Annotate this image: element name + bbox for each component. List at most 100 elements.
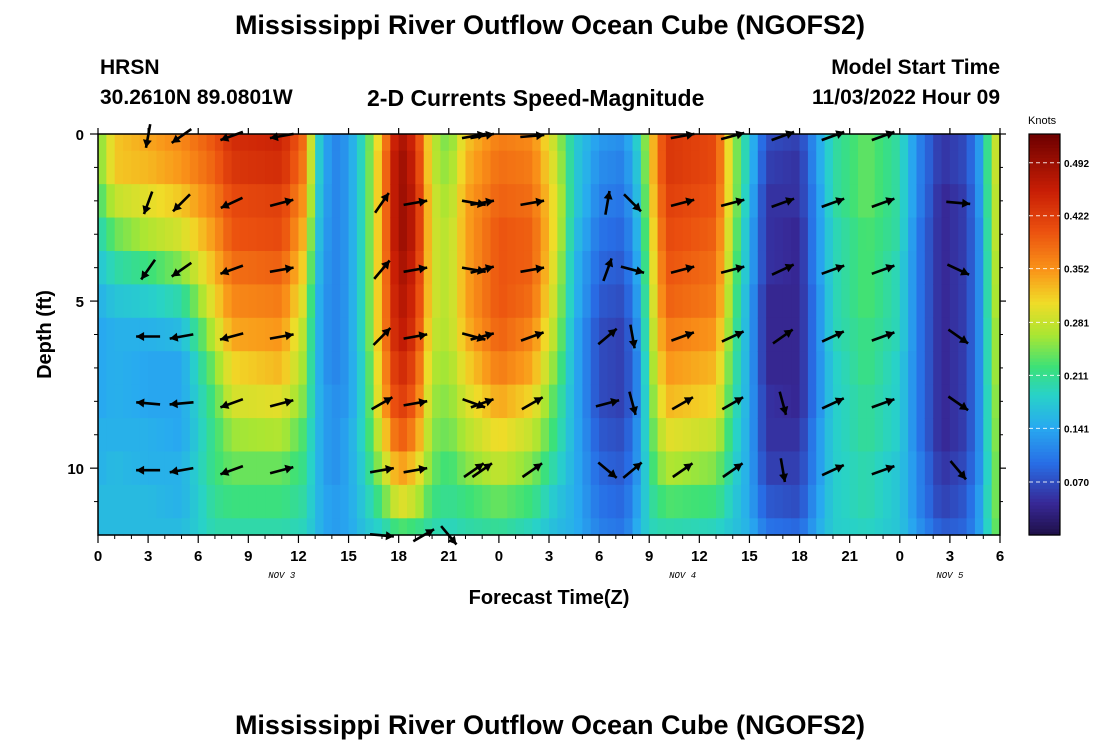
heatmap-cell — [290, 317, 300, 352]
heatmap-cell — [674, 134, 684, 152]
heatmap-cell — [306, 184, 316, 219]
heatmap-cell — [198, 418, 208, 453]
heatmap-cell — [599, 250, 609, 285]
current-vector-arrow — [219, 130, 244, 142]
heatmap-cell — [148, 451, 158, 486]
heatmap-cell — [365, 134, 375, 152]
arrow-head — [685, 130, 695, 140]
heatmap-cell — [381, 518, 391, 536]
heatmap-cell — [991, 484, 1001, 519]
arrow-head — [220, 133, 230, 142]
heatmap-cell — [841, 384, 851, 419]
heatmap-cell — [331, 518, 341, 536]
heatmap-cell — [749, 134, 759, 152]
heatmap-cell — [933, 217, 943, 252]
current-vector-arrow — [871, 130, 895, 142]
heatmap-cell — [941, 217, 951, 252]
heatmap-cell — [983, 518, 993, 536]
heatmap-cell — [198, 150, 208, 185]
heatmap-cell — [933, 451, 943, 486]
heatmap-cell — [590, 418, 600, 453]
heatmap-cell — [908, 384, 918, 419]
arrow-head — [136, 398, 145, 408]
heatmap-cell — [574, 317, 584, 352]
heatmap-cell — [323, 351, 333, 386]
colorbar-segment — [1029, 337, 1060, 342]
heatmap-cell — [665, 184, 675, 219]
heatmap-cell — [348, 317, 358, 352]
heatmap-cell — [858, 484, 867, 519]
colorbar-segment — [1029, 267, 1060, 272]
heatmap-cell — [432, 317, 442, 352]
colorbar-segment — [1029, 260, 1060, 265]
heatmap-cell — [924, 250, 934, 285]
heatmap-cell — [741, 134, 751, 152]
arrow-head — [835, 130, 845, 139]
heatmap-cell — [933, 284, 943, 319]
heatmap-cell — [549, 150, 558, 185]
heatmap-cell — [273, 451, 283, 486]
heatmap-cell — [189, 518, 199, 536]
heatmap-cell — [164, 150, 174, 185]
heatmap-cell — [106, 250, 116, 285]
heatmap-cell — [131, 351, 141, 386]
heatmap-cell — [290, 284, 300, 319]
current-vector-arrow — [403, 197, 428, 207]
heatmap-cell — [348, 418, 358, 453]
heatmap-cell — [398, 351, 408, 386]
heatmap-cell — [156, 518, 166, 536]
colorbar-segment — [1029, 281, 1060, 285]
heatmap-cell — [682, 518, 692, 536]
heatmap-cell — [707, 317, 717, 352]
heatmap-cell — [473, 418, 483, 453]
heatmap-cell — [98, 217, 107, 252]
heatmap-cell — [281, 484, 291, 519]
colorbar-segment — [1029, 240, 1060, 245]
heatmap-cell — [974, 134, 984, 152]
heatmap-cell — [899, 134, 909, 152]
heatmap-cell — [724, 184, 734, 219]
heatmap-cell — [139, 351, 149, 386]
heatmap-cell — [732, 484, 742, 519]
heatmap-cell — [340, 384, 350, 419]
heatmap-cell — [615, 351, 625, 386]
chart-title: Mississippi River Outflow Ocean Cube (NG… — [234, 10, 866, 40]
heatmap-cell — [315, 217, 325, 252]
heatmap-cell — [340, 484, 350, 519]
colorbar-segment — [1029, 341, 1060, 346]
heatmap-cell — [966, 451, 976, 486]
heatmap-cell — [632, 150, 642, 185]
heatmap-cell — [590, 184, 600, 219]
arrow-head — [610, 398, 620, 407]
heatmap-cell — [123, 317, 133, 352]
current-vector-arrow — [771, 197, 795, 209]
arrow-head — [385, 465, 394, 474]
heatmap-cell — [916, 351, 926, 386]
heatmap-cell — [699, 184, 709, 219]
arrow-head — [284, 464, 294, 474]
heatmap-cell — [782, 451, 792, 486]
heatmap-cell — [365, 317, 375, 352]
heatmap-cell — [799, 484, 809, 519]
heatmap-cell — [398, 250, 408, 285]
current-vector-arrow — [219, 464, 244, 476]
heatmap-cell — [273, 418, 283, 453]
heatmap-cell — [949, 484, 959, 519]
heatmap-cell — [106, 284, 116, 319]
heatmap-cell — [189, 351, 199, 386]
heatmap-cell — [674, 418, 684, 453]
heatmap-cell — [757, 451, 767, 486]
current-vector-arrow — [595, 398, 620, 408]
heatmap-cell — [599, 284, 609, 319]
heatmap-cell — [173, 384, 183, 419]
heatmap-cell — [858, 351, 867, 386]
colorbar-segment — [1029, 478, 1060, 483]
heatmap-cell — [398, 150, 408, 185]
heatmap-cell — [482, 134, 492, 152]
heatmap-cell — [574, 484, 584, 519]
heatmap-cell — [181, 134, 191, 152]
heatmap-cell — [757, 184, 767, 219]
heatmap-cell — [340, 418, 350, 453]
heatmap-cell — [549, 384, 558, 419]
heatmap-cell — [991, 518, 1001, 536]
